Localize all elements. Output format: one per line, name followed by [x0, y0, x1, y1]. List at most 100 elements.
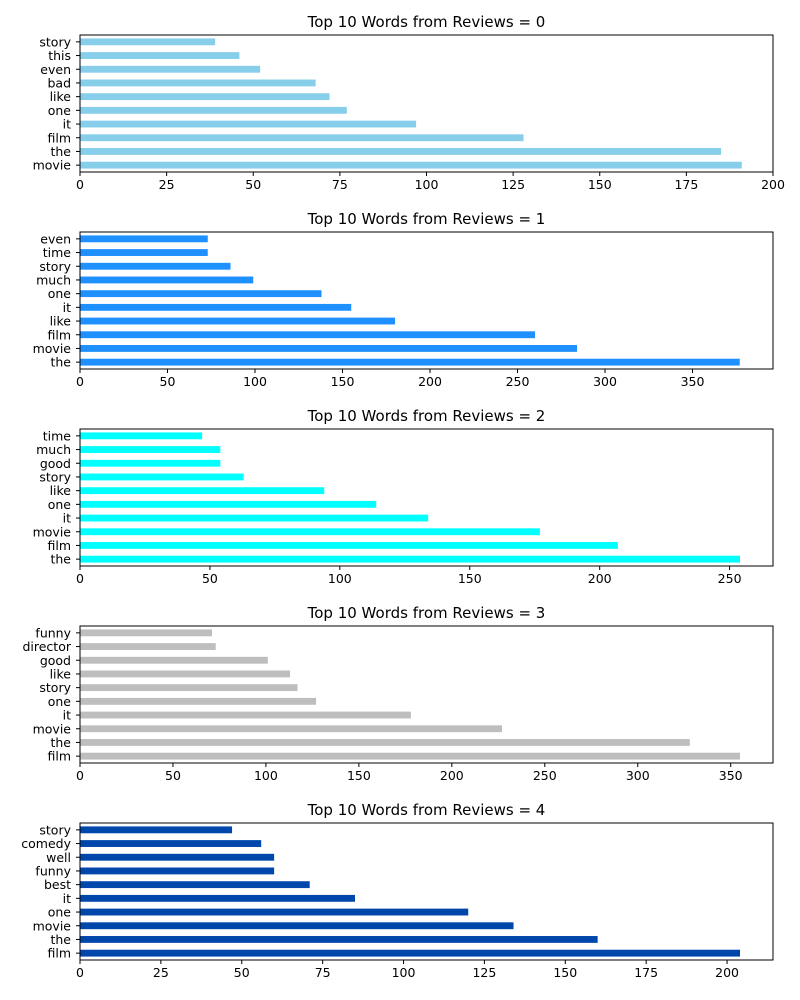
x-tick-label: 50 [245, 177, 261, 192]
bar-one [80, 106, 347, 114]
y-tick-label: this [48, 48, 71, 63]
y-tick-label: comedy [21, 836, 71, 851]
bar-like [80, 93, 330, 101]
bar-story [80, 684, 298, 692]
x-tick-label: 350 [719, 768, 743, 783]
chart-panel-4: Top 10 Words from Reviews = 4 filmthemovi… [21, 801, 774, 980]
bar-much [80, 446, 221, 453]
x-tick-label: 125 [472, 965, 496, 980]
y-tick-label: the [50, 735, 71, 750]
x-tick-label: 125 [501, 177, 525, 192]
y-tick-label: story [39, 34, 71, 49]
bar-it [80, 711, 411, 719]
bar-the [80, 148, 722, 155]
axes-frame [79, 822, 774, 961]
axes-frame [79, 625, 774, 764]
bar-the [80, 358, 740, 366]
chart-title: Top 10 Words from Reviews = 3 [307, 604, 546, 622]
axes-frame [79, 428, 774, 567]
y-tick-label: movie [33, 721, 72, 736]
y-tick-label: it [63, 300, 71, 315]
bar-well [80, 853, 275, 861]
bar-one [80, 908, 469, 916]
y-tick-label: good [40, 456, 71, 471]
bar-film [80, 134, 524, 142]
y-tick-label: the [50, 144, 71, 159]
bar-it [80, 120, 417, 128]
y-tick-label: film [47, 749, 71, 764]
x-tick-label: 0 [76, 374, 84, 389]
y-tick-label: like [50, 314, 72, 329]
bar-movie [80, 725, 503, 733]
x-tick-label: 175 [674, 177, 698, 192]
axes-frame [79, 231, 774, 370]
bar-one [80, 290, 322, 298]
bar-story [80, 473, 244, 481]
y-tick-label: good [40, 653, 71, 668]
y-tick-label: the [50, 932, 71, 947]
bar-movie [80, 345, 577, 352]
bar-good [80, 459, 221, 467]
y-tick-label: much [36, 442, 71, 457]
y-tick-label: movie [33, 158, 72, 173]
chart-panel-3: Top 10 Words from Reviews = 3 filmthemovi… [22, 604, 774, 783]
bar-it [80, 514, 429, 522]
y-tick-label: story [39, 259, 71, 274]
x-tick-label: 150 [588, 177, 612, 192]
x-tick-label: 250 [533, 768, 557, 783]
y-tick-label: the [50, 552, 71, 567]
chart-title: Top 10 Words from Reviews = 0 [307, 13, 546, 31]
y-tick-label: time [43, 428, 72, 443]
x-tick-label: 0 [76, 571, 84, 586]
bar-the [80, 739, 690, 746]
x-tick-label: 50 [165, 768, 181, 783]
y-tick-label: like [50, 666, 72, 681]
bar-one [80, 500, 377, 508]
bar-even [80, 65, 261, 73]
chart-panel-0: Top 10 Words from Reviews = 0 moviethefil… [33, 13, 785, 192]
y-tick-label: one [48, 497, 72, 512]
x-tick-label: 300 [626, 768, 650, 783]
y-tick-label: film [47, 327, 71, 342]
bar-like [80, 317, 395, 325]
chart-title: Top 10 Words from Reviews = 1 [307, 210, 546, 228]
x-tick-label: 200 [440, 768, 464, 783]
x-tick-label: 200 [761, 177, 785, 192]
bar-funny [80, 867, 275, 875]
bar-time [80, 432, 203, 440]
y-tick-label: movie [33, 524, 72, 539]
x-tick-label: 150 [347, 768, 371, 783]
y-tick-label: time [43, 245, 72, 260]
x-tick-label: 0 [76, 965, 84, 980]
bar-time [80, 249, 208, 256]
bar-like [80, 487, 325, 495]
x-tick-label: 100 [328, 571, 352, 586]
y-tick-label: even [40, 62, 71, 77]
x-tick-label: 25 [159, 177, 175, 192]
x-tick-label: 150 [553, 965, 577, 980]
bar-it [80, 894, 355, 902]
chart-panel-2: Top 10 Words from Reviews = 2 thefilmmovi… [33, 407, 774, 586]
y-tick-label: like [50, 89, 72, 104]
chart-title: Top 10 Words from Reviews = 2 [307, 407, 546, 425]
bar-movie [80, 922, 514, 930]
y-tick-label: like [50, 483, 72, 498]
y-tick-label: well [46, 850, 71, 865]
bar-much [80, 276, 254, 284]
chart-title: Top 10 Words from Reviews = 4 [307, 801, 546, 819]
bar-it [80, 303, 352, 311]
y-tick-label: funny [35, 863, 71, 878]
x-tick-label: 150 [331, 374, 355, 389]
chart-panel-1: Top 10 Words from Reviews = 1 themoviefil… [33, 210, 774, 389]
y-tick-label: movie [33, 918, 72, 933]
x-tick-label: 175 [634, 965, 658, 980]
x-tick-label: 100 [415, 177, 439, 192]
y-tick-label: film [47, 946, 71, 961]
y-tick-label: story [39, 469, 71, 484]
bar-funny [80, 629, 212, 637]
bar-the [80, 936, 598, 943]
x-tick-label: 200 [588, 571, 612, 586]
y-tick-label: film [47, 538, 71, 553]
x-tick-label: 150 [458, 571, 482, 586]
x-tick-label: 75 [315, 965, 331, 980]
